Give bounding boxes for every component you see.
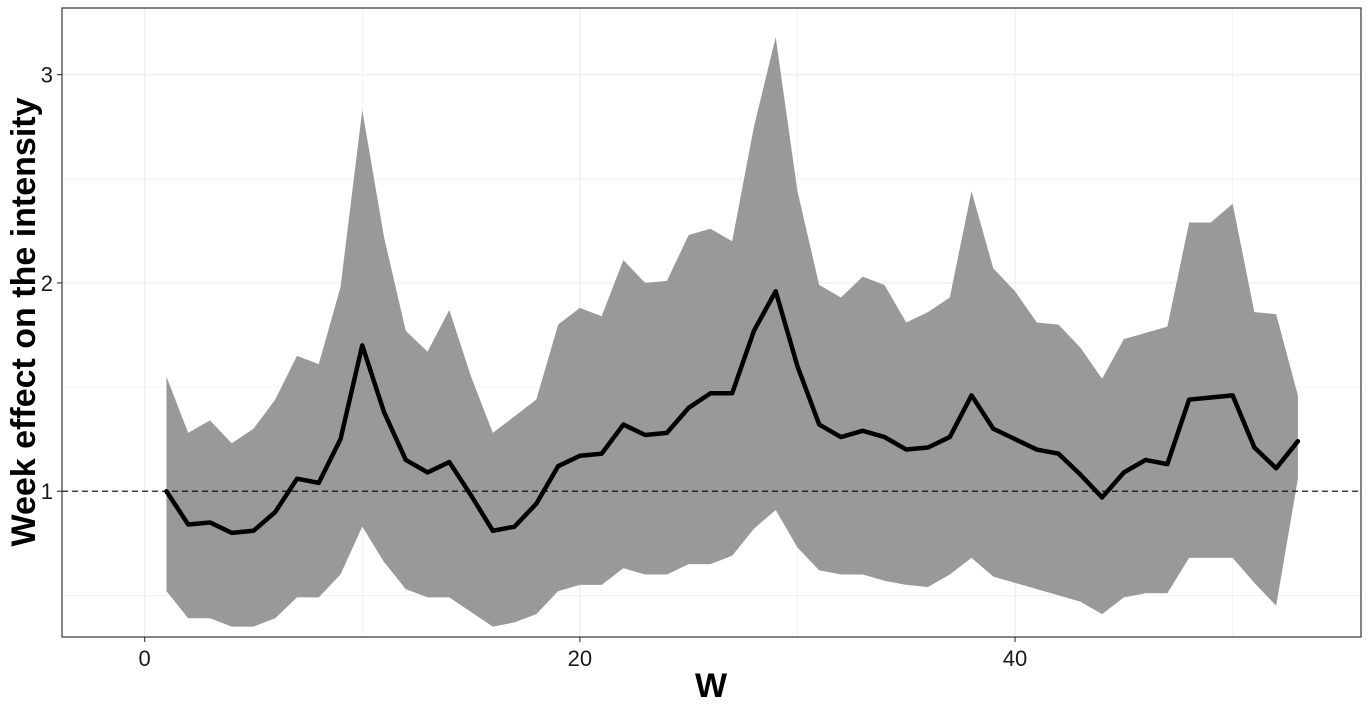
y-tick-label: 3 bbox=[41, 63, 53, 88]
x-tick-label: 0 bbox=[139, 646, 151, 671]
plot-panel-border bbox=[61, 7, 1362, 638]
y-tick-label: 2 bbox=[41, 271, 53, 296]
axis-ticks: 0 20 40 1 2 3 bbox=[41, 63, 1028, 671]
confidence-band bbox=[166, 37, 1298, 627]
x-tick-label: 20 bbox=[568, 646, 592, 671]
y-axis-title: Week effect on the intensity bbox=[5, 97, 43, 546]
x-tick-label: 40 bbox=[1003, 646, 1027, 671]
y-tick-label: 1 bbox=[41, 479, 53, 504]
estimate-line bbox=[164, 289, 1301, 536]
x-axis-title: W bbox=[695, 667, 728, 705]
